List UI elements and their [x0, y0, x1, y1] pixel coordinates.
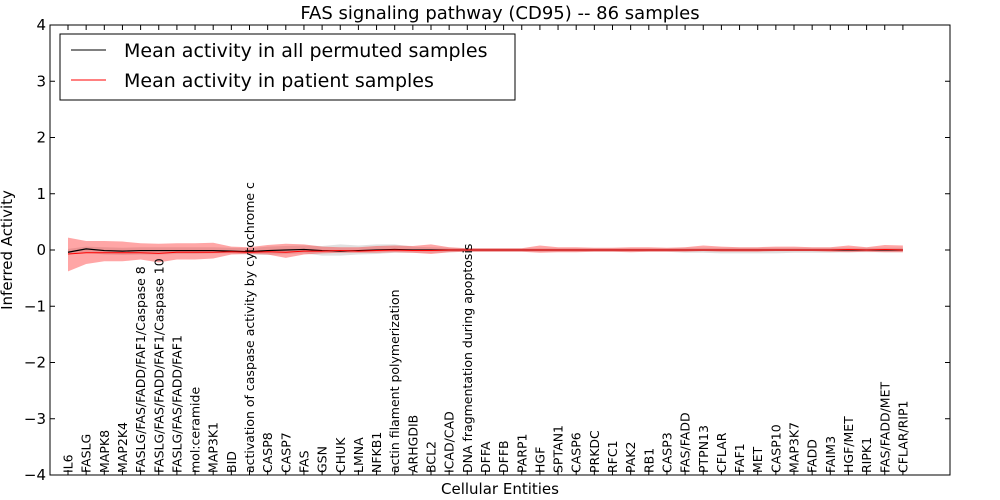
y-tick-label: −3: [24, 410, 46, 428]
legend-label-patient: Mean activity in patient samples: [124, 70, 434, 92]
legend: Mean activity in all permuted samples Me…: [59, 33, 516, 101]
x-tick-label: PAK2: [623, 442, 638, 473]
x-tick-label: RFC1: [605, 440, 620, 473]
y-tick-label: 1: [36, 185, 46, 203]
x-tick-label: PARP1: [514, 434, 529, 473]
x-tick-label: RIPK1: [859, 437, 874, 473]
x-tick-label: actin filament polymerization: [387, 289, 402, 473]
x-tick-label: BID: [224, 451, 239, 473]
series-line-patient: [67, 248, 903, 255]
x-tick-label: ARHGDIB: [405, 415, 420, 473]
x-tick-label: FAS/FADD: [678, 412, 693, 473]
y-tick-label: 3: [36, 72, 46, 90]
x-tick-label: FAIM3: [823, 436, 838, 473]
x-tick-label: BCL2: [424, 441, 439, 473]
plot-frame: [49, 24, 951, 476]
x-tick-label: DNA fragmentation during apoptosis: [460, 244, 475, 473]
legend-box: [59, 33, 516, 101]
y-tick-label: −2: [24, 354, 46, 372]
x-tick-label: HGF: [532, 447, 547, 473]
confidence-bands: [68, 237, 903, 272]
x-tick-label: MAPK8: [97, 430, 112, 473]
x-tick-label: FADD: [805, 439, 820, 473]
x-tick-label: LMNA: [351, 437, 366, 473]
chart-title: FAS signaling pathway (CD95) -- 86 sampl…: [300, 3, 699, 24]
x-axis-ticks: IL6 FASLG MAPK8 MAP2K4 FASLG/FAS/FADD/FAF1/C…: [61, 25, 910, 475]
y-axis-label: Inferred Activity: [0, 190, 16, 310]
legend-label-permuted: Mean activity in all permuted samples: [124, 40, 487, 62]
x-axis-label: Cellular Entities: [441, 480, 559, 498]
y-tick-label: 2: [36, 129, 46, 147]
x-tick-label: CASP6: [569, 432, 584, 473]
x-tick-label: PRKDC: [587, 430, 602, 473]
x-tick-label: PTPN13: [696, 425, 711, 473]
x-tick-label: HGF/MET: [841, 416, 856, 473]
x-tick-label: CFLAR: [714, 432, 729, 473]
x-tick-label: DFFA: [478, 441, 493, 473]
y-tick-label: −1: [24, 297, 46, 315]
x-tick-label: RB1: [641, 448, 656, 473]
y-tick-label: 4: [36, 16, 46, 34]
x-tick-label: ICAD/CAD: [442, 411, 457, 473]
x-tick-label: GSN: [315, 446, 330, 473]
x-tick-label: IL6: [61, 454, 76, 473]
band-patient: [68, 237, 903, 272]
x-tick-label: CASP8: [260, 432, 275, 473]
x-tick-label: MET: [750, 446, 765, 473]
x-tick-label: MAP3K1: [206, 422, 221, 473]
x-tick-label: MAP3K7: [787, 422, 802, 473]
x-tick-label: DFFB: [496, 440, 511, 473]
x-tick-label: FASLG/FAS/FADD/FAF1: [169, 335, 184, 473]
x-tick-label: CASP7: [278, 432, 293, 473]
x-tick-label: CASP3: [659, 432, 674, 473]
x-tick-label: FASLG/FAS/FADD/FAF1/Caspase 10: [151, 258, 166, 473]
x-tick-label: FAF1: [732, 443, 747, 473]
x-tick-label: SPTAN1: [551, 425, 566, 473]
y-tick-label: −4: [24, 466, 46, 484]
x-tick-label: FAS: [296, 450, 311, 473]
y-axis-ticks: −4 −3 −2 −1 0 1 2 3 4: [24, 16, 950, 484]
series-lines: [67, 248, 903, 255]
x-tick-label: FASLG: [79, 434, 94, 473]
x-tick-label: mol:ceramide: [188, 387, 203, 473]
x-tick-label: FAS/FADD/MET: [877, 382, 892, 473]
x-tick-label: FASLG/FAS/FADD/FAF1/Caspase 8: [133, 266, 148, 473]
x-tick-label: CFLAR/RIP1: [895, 401, 910, 473]
x-tick-label: CHUK: [333, 437, 348, 473]
x-tick-label: NFKB1: [369, 432, 384, 473]
x-tick-label: MAP2K4: [115, 422, 130, 473]
x-tick-label: activation of caspase activity by cytoch…: [242, 182, 257, 473]
y-tick-label: 0: [36, 241, 46, 259]
x-tick-label: CASP10: [768, 424, 783, 473]
